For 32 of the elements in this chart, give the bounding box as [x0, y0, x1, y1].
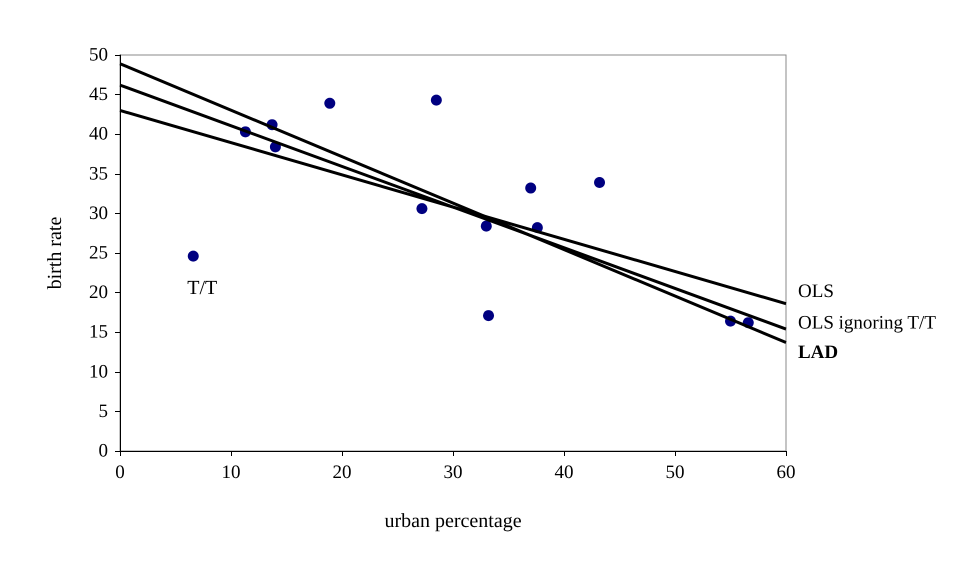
x-tick-label: 0: [115, 462, 125, 483]
point: [416, 203, 428, 214]
point: [483, 310, 494, 322]
series-label: OLS ignoring T/T: [798, 312, 936, 334]
x-tick-label: 20: [332, 462, 352, 483]
y-tick-label: 15: [89, 322, 108, 343]
y-tick-label: 0: [98, 440, 108, 462]
x-tick-label: 40: [554, 462, 574, 483]
y-tick-label: 30: [89, 202, 108, 224]
series-label: LAD: [798, 342, 838, 363]
point: [188, 250, 199, 262]
point: [594, 177, 606, 188]
point: [480, 220, 492, 232]
y-tick-label: 35: [89, 163, 108, 184]
x-tick-label: 50: [666, 462, 684, 483]
point: [525, 182, 536, 194]
y-tick-label: 20: [89, 282, 108, 304]
y-axis-title: birth rate: [44, 216, 66, 290]
point: [430, 94, 442, 106]
y-tick-label: 5: [98, 400, 108, 422]
x-tick-label: 60: [776, 462, 796, 483]
y-tick-label: 40: [89, 124, 108, 145]
y-tick-label: 45: [89, 84, 108, 106]
series-label: OLS: [798, 281, 834, 302]
point: [324, 98, 336, 109]
y-tick-label: 50: [89, 44, 108, 66]
x-tick-label: 10: [222, 462, 240, 483]
y-tick-label: 10: [89, 361, 108, 382]
x-tick-label: 30: [444, 462, 462, 483]
x-axis-title: urban percentage: [384, 510, 522, 532]
annotation: T/T: [187, 277, 218, 300]
y-tick-label: 25: [89, 242, 108, 264]
